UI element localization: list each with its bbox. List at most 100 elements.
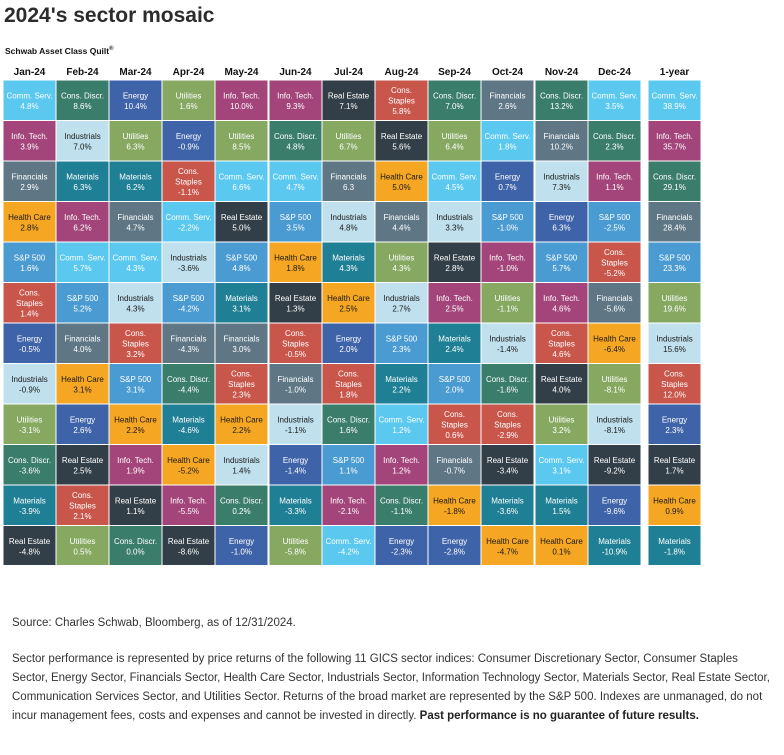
cell-value: -8.1% (604, 426, 625, 435)
cell-sector-label: S&P 500 (439, 375, 471, 384)
cell-value: -10.9% (602, 547, 627, 556)
quilt-cell: Comm. Serv. 4.5% (427, 160, 482, 202)
cell-background (427, 120, 482, 162)
quilt-cell: Materials-1.8% (647, 525, 702, 565)
quilt-cell: Financials-0.7% (427, 444, 482, 486)
cell-value: -0.5% (19, 345, 40, 354)
cell-sector-label: Health Care (220, 415, 263, 424)
cell-background (268, 403, 323, 445)
cell-sector-label: Cons. (178, 167, 199, 176)
cell-value: 0.6% (445, 431, 463, 440)
quilt-cell: Real Estate-8.6% (161, 525, 216, 565)
cell-value: 3.1% (552, 466, 570, 475)
cell-background (108, 363, 163, 405)
cell-value: 3.3% (445, 223, 463, 232)
cell-sector-label: Materials (658, 537, 690, 546)
cell-background (534, 201, 589, 243)
cell-background (427, 160, 482, 202)
cell-background (55, 403, 110, 445)
cell-background (268, 241, 323, 283)
cell-value: 4.8% (232, 264, 250, 273)
cell-value: 4.8% (339, 223, 357, 232)
cell-background (108, 241, 163, 283)
cell-value: 0.9% (665, 507, 683, 516)
quilt-cell: Health Care -6.4% (587, 322, 642, 364)
cell-sector-label: Financials (170, 334, 206, 343)
cell-value: 0.5% (73, 547, 91, 556)
cell-background (108, 282, 163, 324)
cell-background (55, 201, 110, 243)
cell-sector-label: Comm. Serv. (325, 537, 371, 546)
cell-value: 6.3% (126, 142, 144, 151)
quilt-cell: Industrials 15.6% (647, 322, 702, 364)
cell-background (374, 484, 429, 526)
cell-background (214, 363, 269, 405)
cell-value: -1.4% (285, 466, 306, 475)
cell-value: 1.8% (498, 142, 516, 151)
quilt-cell: Health Care 2.2% (108, 403, 163, 445)
cell-value: 2.0% (339, 345, 357, 354)
cell-sector-label: Cons. Discr. (540, 91, 583, 100)
sector-quilt-chart: Jan-24 Feb-24 Mar-24 Apr-24 May-24 Jun-24 Jul-… (2, 67, 702, 565)
cell-background (647, 241, 702, 283)
quilt-cell: S&P 500 2.3% (374, 322, 429, 364)
quilt-cell: Materials-10.9% (587, 525, 642, 565)
cell-value: 6.3 (343, 183, 355, 192)
quilt-cell: Materials 1.5% (534, 484, 589, 526)
column-header: Dec-24 (598, 67, 631, 78)
cell-background (587, 403, 642, 445)
quilt-cell: Industrials -8.1% (587, 403, 642, 445)
cell-background (214, 403, 269, 445)
cell-sector-label: Utilities (283, 537, 309, 546)
cell-value: 7.0% (445, 102, 463, 111)
cell-value: -8.1% (604, 385, 625, 394)
quilt-cell: Energy 2.0% (321, 322, 376, 364)
cell-value: 35.7% (663, 142, 686, 151)
cell-background (268, 484, 323, 526)
cell-sector-label: Financials (223, 334, 259, 343)
quilt-cell: Energy-2.3% (374, 525, 429, 565)
cell-background (534, 241, 589, 283)
cell-background (321, 403, 376, 445)
quilt-cell: Materials -4.6% (161, 403, 216, 445)
source-note: Source: Charles Schwab, Bloomberg, as of… (12, 617, 296, 629)
cell-value: 5.2% (73, 304, 91, 313)
cell-value: -1.1% (285, 426, 306, 435)
cell-sector-label: Staples (69, 502, 96, 511)
cell-sector-label: Materials (598, 537, 630, 546)
cell-background (587, 79, 642, 121)
cell-background (268, 79, 323, 121)
cell-value: 2.3% (605, 142, 623, 151)
quilt-cell: Cons. Discr.-1.6% (480, 363, 535, 405)
quilt-cell: S&P 500-4.2% (161, 282, 216, 324)
cell-sector-label: Industrials (170, 253, 206, 262)
cell-sector-label: Utilities (176, 91, 202, 100)
cell-value: -1.8% (444, 507, 465, 516)
disclaimer-bold: Past performance is no guarantee of futu… (419, 710, 699, 722)
quilt-cell: Materials -3.6% (480, 484, 535, 526)
cell-background (427, 322, 482, 364)
cell-sector-label: Materials (545, 496, 577, 505)
quilt-cell: Comm. Serv. 4.3% (108, 241, 163, 283)
cell-value: 13.2% (550, 102, 573, 111)
cell-background (214, 160, 269, 202)
cell-value: 1.8% (286, 264, 304, 273)
cell-value: 2.8% (445, 264, 463, 273)
cell-background (374, 79, 429, 121)
cell-sector-label: Real Estate (487, 456, 529, 465)
cell-sector-label: Materials (279, 496, 311, 505)
quilt-cell: Industrials -1.1% (268, 403, 323, 445)
cell-sector-label: Real Estate (168, 537, 210, 546)
cell-value: 1.6% (20, 264, 38, 273)
cell-sector-label: Health Care (274, 253, 317, 262)
